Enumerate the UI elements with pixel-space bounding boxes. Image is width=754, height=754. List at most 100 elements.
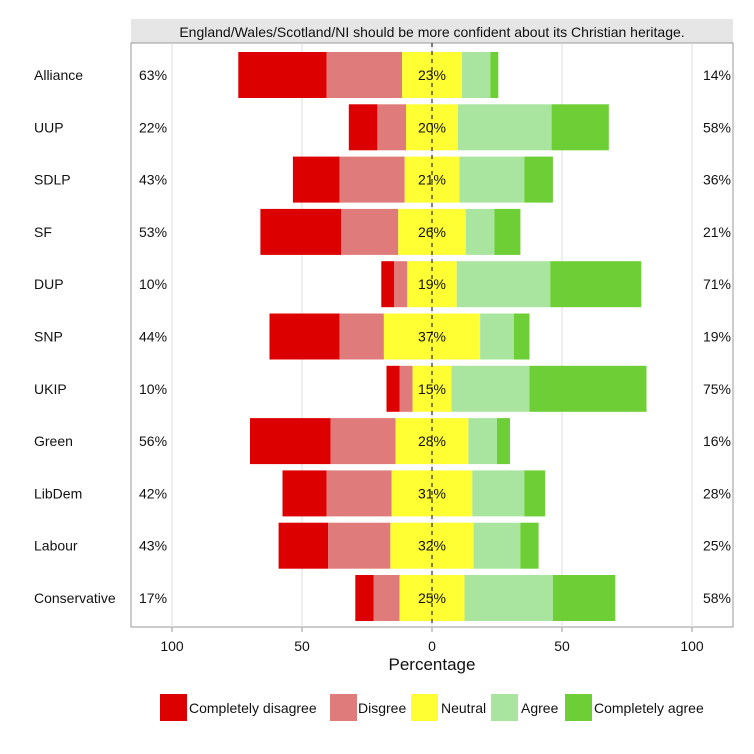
legend-label: Completely agree <box>594 700 704 716</box>
agree-percent-label: 25% <box>703 538 731 554</box>
bar-segment <box>269 313 340 360</box>
neutral-percent-label: 28% <box>418 433 446 449</box>
bar-segment <box>381 261 395 308</box>
bar-segment <box>326 470 392 517</box>
category-label: UKIP <box>34 381 67 397</box>
category-label: Green <box>34 433 73 449</box>
neutral-percent-label: 32% <box>418 538 446 554</box>
neutral-percent-label: 20% <box>418 119 446 135</box>
bar-segment <box>282 470 327 517</box>
bar-segment <box>513 313 530 360</box>
agree-percent-label: 36% <box>703 172 731 188</box>
bar-segment <box>390 522 474 569</box>
tick-label: 50 <box>554 638 570 654</box>
disagree-percent-label: 44% <box>139 329 167 345</box>
bar-segment <box>341 208 399 255</box>
bar-segment <box>461 52 491 98</box>
bar-segment <box>278 522 328 569</box>
agree-percent-label: 28% <box>703 485 731 501</box>
title-strip <box>131 19 733 43</box>
bar-labels: Alliance 63% 23% 14%UUP 22% 20% 58%SDLP 43% 21% 3… <box>34 43 731 627</box>
neutral-percent-label: 37% <box>418 329 446 345</box>
bar-segment <box>330 418 396 465</box>
disagree-percent-label: 22% <box>139 119 167 135</box>
bar-segment <box>456 261 551 308</box>
bar-segment <box>459 156 525 203</box>
bar-segment <box>377 104 406 151</box>
category-label: Labour <box>34 538 78 554</box>
category-label: UUP <box>34 119 64 135</box>
disagree-percent-label: 10% <box>139 276 167 292</box>
legend: Completely disagree Disgree Neutral Agree Co… <box>160 694 704 721</box>
bar-segment <box>497 418 510 465</box>
agree-percent-label: 21% <box>703 224 731 240</box>
x-axis-ticks: 100 50 0 50 100 <box>160 627 704 654</box>
disagree-percent-label: 43% <box>139 172 167 188</box>
tick-label: 0 <box>428 638 436 654</box>
bar-segment <box>339 313 384 360</box>
legend-label: Neutral <box>441 700 486 716</box>
bar-segment <box>292 156 340 203</box>
bar-segment <box>328 522 391 569</box>
bar-segment <box>529 365 647 412</box>
bar-segment <box>399 365 413 412</box>
bar-segment <box>250 418 331 465</box>
disagree-percent-label: 43% <box>139 538 167 554</box>
bar-segment <box>238 52 327 98</box>
agree-percent-label: 14% <box>703 67 731 83</box>
agree-percent-label: 58% <box>703 590 731 606</box>
bar-segment <box>464 575 553 621</box>
bar-segment <box>468 418 497 465</box>
bar-segment <box>373 575 400 621</box>
tick-label: 100 <box>160 638 184 654</box>
category-label: LibDem <box>34 485 82 501</box>
category-label: SF <box>34 224 52 240</box>
bar-segment <box>524 156 553 203</box>
agree-percent-label: 71% <box>703 276 731 292</box>
bar-segment <box>472 470 525 517</box>
disagree-percent-label: 42% <box>139 485 167 501</box>
agree-percent-label: 16% <box>703 433 731 449</box>
bar-segment <box>394 261 408 308</box>
bar-segment <box>458 104 552 151</box>
bar-segment <box>348 104 378 151</box>
tick-label: 100 <box>680 638 704 654</box>
chart-title: England/Wales/Scotland/NI should be more… <box>179 24 684 40</box>
legend-label: Disgree <box>358 700 406 716</box>
bar-segment <box>451 365 530 412</box>
bar-segment <box>395 418 469 465</box>
legend-swatch <box>160 694 187 721</box>
disagree-percent-label: 56% <box>139 433 167 449</box>
bar-segment <box>339 156 405 203</box>
bar-segment <box>473 522 521 569</box>
bar-segment <box>550 261 642 308</box>
bar-segment <box>551 104 609 151</box>
category-label: Conservative <box>34 590 116 606</box>
bar-segment <box>524 470 546 517</box>
bar-segment <box>465 208 495 255</box>
legend-swatch <box>330 694 357 721</box>
agree-percent-label: 58% <box>703 119 731 135</box>
disagree-percent-label: 63% <box>139 67 167 83</box>
bar-segment <box>383 313 481 360</box>
category-label: SNP <box>34 329 63 345</box>
bar-segment <box>490 52 499 98</box>
bar-segment <box>355 575 374 621</box>
bar-segment <box>260 208 341 255</box>
agree-percent-label: 75% <box>703 381 731 397</box>
agree-percent-label: 19% <box>703 329 731 345</box>
bar-segment <box>398 208 466 255</box>
legend-label: Agree <box>521 700 559 716</box>
bar-segment <box>520 522 539 569</box>
disagree-percent-label: 10% <box>139 381 167 397</box>
bar-segment <box>480 313 514 360</box>
category-label: DUP <box>34 276 64 292</box>
tick-label: 50 <box>294 638 310 654</box>
legend-swatch <box>411 694 438 721</box>
bar-segment <box>326 52 403 98</box>
category-label: Alliance <box>34 67 83 83</box>
category-label: SDLP <box>34 172 71 188</box>
x-axis-label: Percentage <box>389 655 476 674</box>
bar-segment <box>552 575 616 621</box>
